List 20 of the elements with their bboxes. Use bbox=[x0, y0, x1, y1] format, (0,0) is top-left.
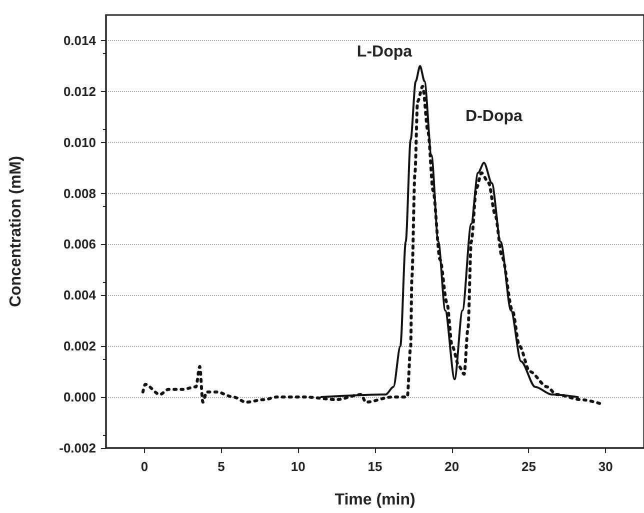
y-tick-label: 0.008 bbox=[63, 186, 96, 201]
x-tick-label: 10 bbox=[290, 459, 306, 474]
x-tick-label: 20 bbox=[444, 459, 460, 474]
x-tick-label: 0 bbox=[140, 459, 148, 474]
x-tick-label: 15 bbox=[368, 459, 382, 474]
y-tick-label: 0.006 bbox=[63, 236, 96, 252]
annotation: L-Dopa bbox=[356, 43, 412, 60]
y-tick-label: 0.010 bbox=[63, 134, 96, 150]
y-tick-label: 0.012 bbox=[63, 84, 96, 99]
y-tick-label: -0.002 bbox=[59, 440, 96, 456]
y-tick-label: 0.014 bbox=[63, 32, 97, 48]
y-axis-title: Concentration (mM) bbox=[8, 156, 24, 308]
x-tick-label: 5 bbox=[218, 459, 225, 474]
y-tick-label: 0.004 bbox=[63, 288, 97, 303]
x-axis-title: Time (min) bbox=[334, 492, 416, 508]
y-tick-label: 0.002 bbox=[63, 338, 96, 354]
x-tick-label: 30 bbox=[598, 459, 613, 474]
y-tick-label: 0.000 bbox=[63, 390, 96, 405]
x-tick-label: 25 bbox=[521, 459, 536, 474]
annotation: D-Dopa bbox=[466, 108, 523, 126]
